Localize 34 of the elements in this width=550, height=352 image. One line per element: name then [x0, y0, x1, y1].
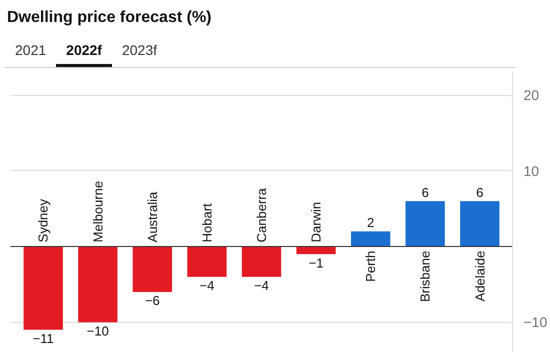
bar — [460, 201, 500, 247]
data-label: −4 — [200, 278, 214, 294]
bar — [242, 246, 282, 277]
x-tick-label: Hobart — [199, 202, 214, 242]
chart-title: Dwelling price forecast (%) — [7, 8, 212, 28]
y-tick-label: 10 — [524, 162, 540, 179]
data-label: −11 — [32, 330, 54, 346]
data-label: 2 — [367, 215, 374, 230]
data-label: −1 — [308, 255, 324, 270]
x-tick-label: Adelaide — [472, 250, 488, 302]
x-tick-label: Melbourne — [90, 180, 106, 242]
x-tick-label: Perth — [363, 250, 378, 282]
x-tick-label: Australia — [144, 191, 160, 242]
data-label: −6 — [144, 293, 160, 308]
text: 2022f — [56, 38, 112, 67]
y-tick-label: 20 — [524, 87, 540, 104]
x-tick-label: Darwin — [308, 202, 324, 242]
data-label: 6 — [476, 184, 484, 200]
y-tick-label: −10 — [524, 314, 548, 330]
x-tick-label: Brisbane — [418, 250, 433, 302]
bar — [350, 231, 390, 247]
bar — [187, 246, 227, 277]
bar — [296, 246, 336, 254]
data-label: 6 — [422, 184, 429, 200]
x-tick-label: Sydney — [36, 198, 51, 242]
x-tick-label: Canberra — [254, 187, 269, 242]
text: 2021 — [14, 40, 48, 60]
bar — [406, 201, 445, 247]
bar — [78, 246, 118, 322]
bar — [132, 246, 172, 292]
text: 2023f — [120, 40, 158, 60]
data-label: −10 — [86, 323, 109, 338]
data-label: −4 — [254, 278, 269, 294]
bar — [24, 246, 63, 330]
